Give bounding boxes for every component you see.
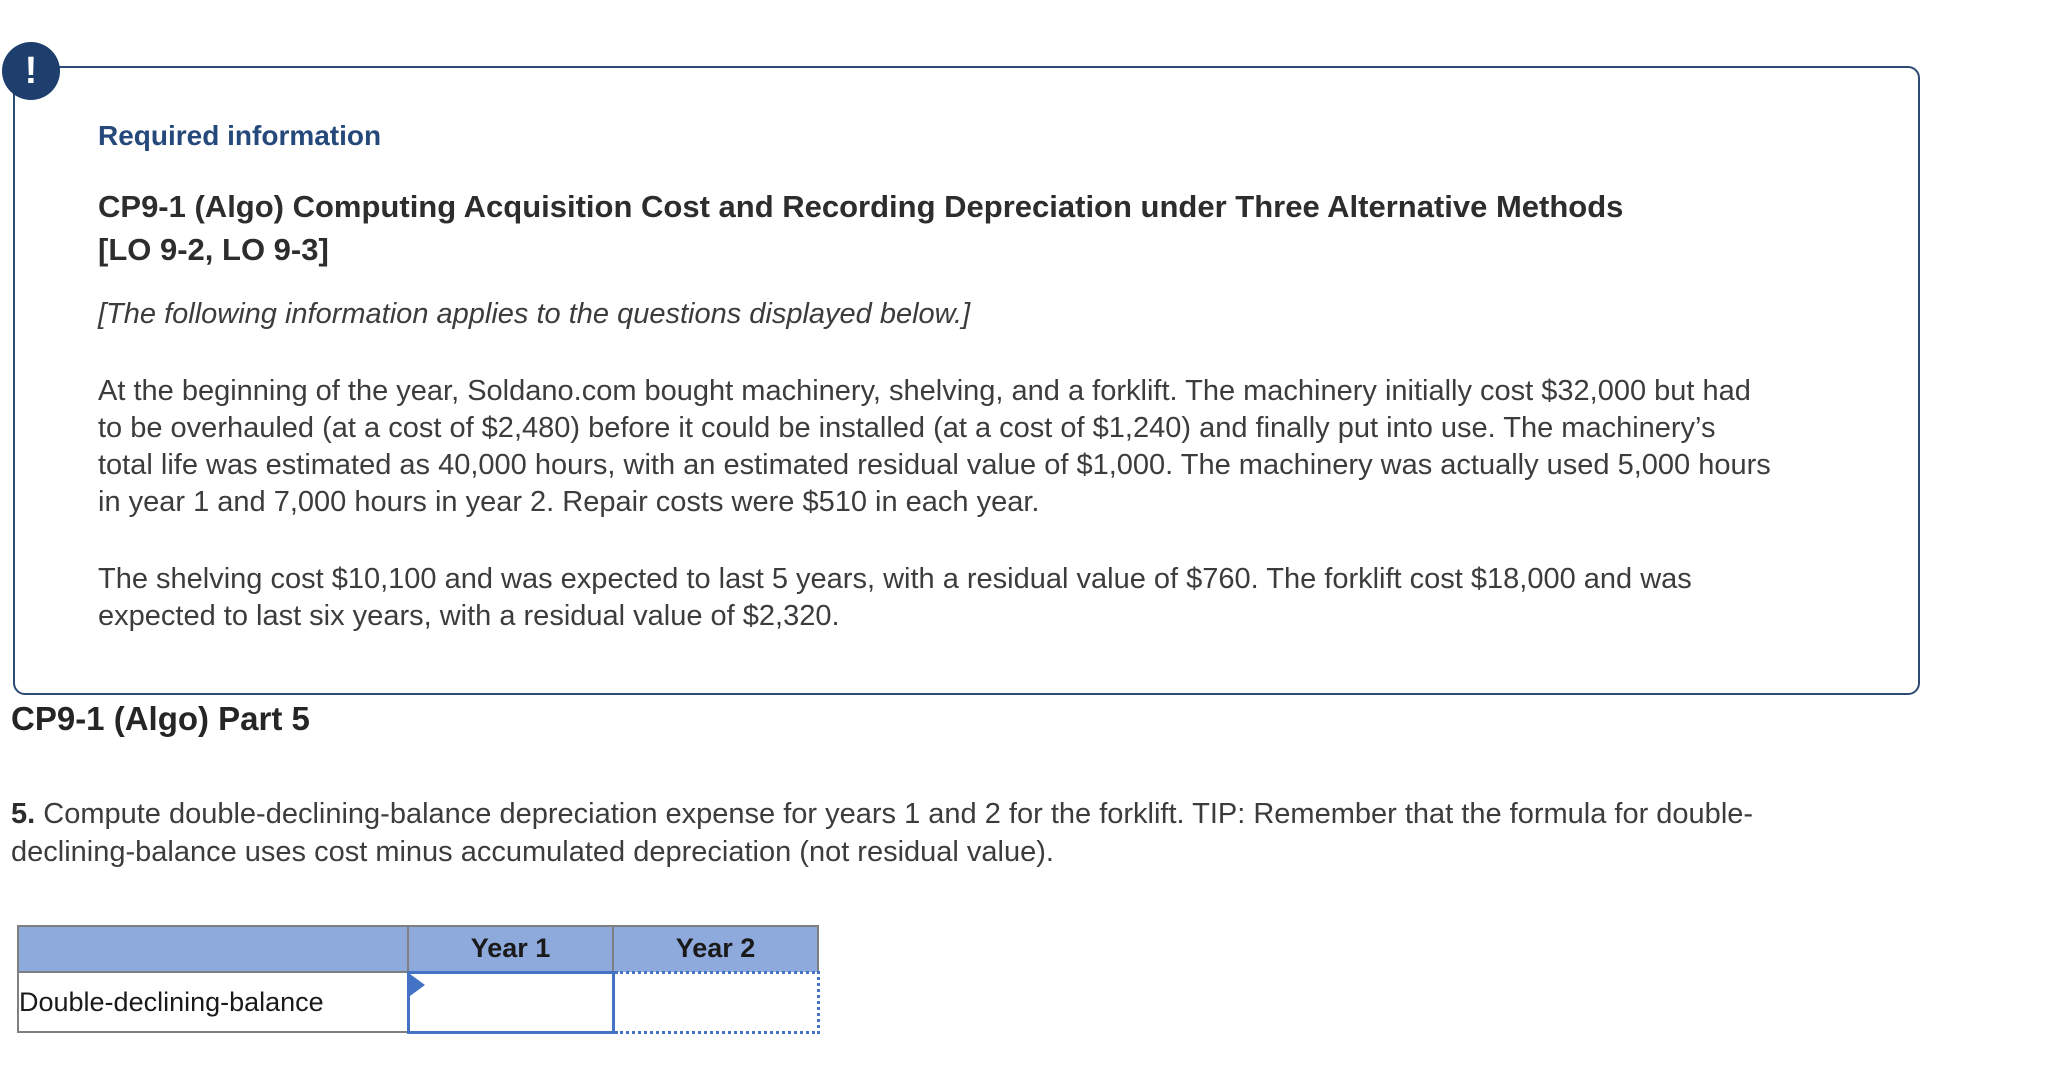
problem-paragraph-2: The shelving cost $10,100 and was expect…	[98, 562, 1692, 632]
problem-paragraph-1: At the beginning of the year, Soldano.co…	[98, 374, 1771, 518]
exclamation-icon: !	[2, 42, 60, 100]
year2-input-cell[interactable]	[611, 970, 820, 1034]
question-text: 5. Compute double-declining-balance depr…	[11, 795, 1811, 871]
required-information-box: Required information CP9-1 (Algo) Comput…	[13, 66, 1920, 695]
part-heading: CP9-1 (Algo) Part 5	[11, 700, 310, 737]
applies-note: [The following information applies to th…	[98, 297, 971, 330]
problem-title: CP9-1 (Algo) Computing Acquisition Cost …	[98, 189, 1624, 267]
required-information-panel: ! Required information CP9-1 (Algo) Comp…	[2, 42, 1920, 695]
table-row: Double-declining-balance	[17, 970, 820, 1034]
header-cell-blank	[17, 925, 409, 973]
question-body: Compute double-declining-balance depreci…	[11, 798, 1754, 868]
exclamation-glyph: !	[24, 49, 38, 92]
table-header-row: Year 1 Year 2	[17, 925, 819, 973]
depreciation-answer-table: Year 1 Year 2 Double-declining-balance	[17, 925, 820, 1034]
header-cell-year2: Year 2	[612, 925, 819, 973]
year1-input-cell[interactable]	[406, 970, 615, 1034]
required-information-heading: Required information	[98, 120, 382, 151]
header-cell-year1: Year 1	[407, 925, 614, 973]
question-number: 5.	[11, 798, 36, 830]
row-label-double-declining-balance: Double-declining-balance	[17, 971, 409, 1033]
cell-selection-marker-icon	[409, 973, 425, 996]
